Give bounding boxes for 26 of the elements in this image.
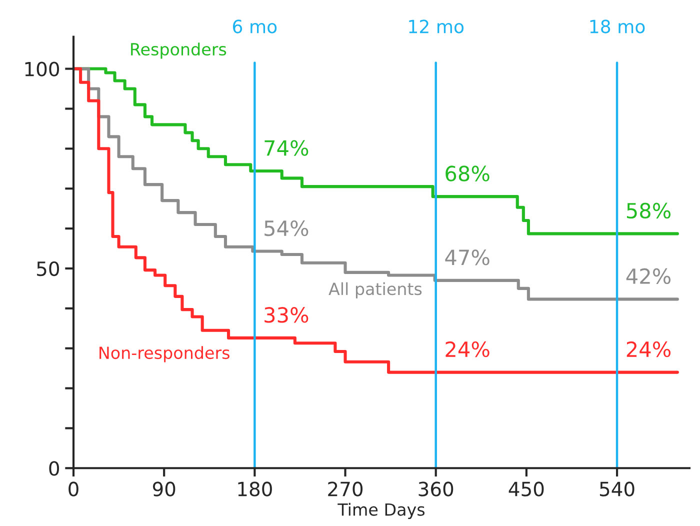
annotation: 74% xyxy=(264,140,308,156)
series-label: Responders xyxy=(131,42,226,59)
x-tick-label: 450 xyxy=(508,482,544,496)
annotation: 47% xyxy=(445,250,490,266)
annotation: 42% xyxy=(626,268,671,284)
x-axis-title: Time Days xyxy=(338,502,425,520)
x-tick-label: 270 xyxy=(328,482,363,496)
x-tick-label: 90 xyxy=(152,482,176,496)
x-tick-label: 0 xyxy=(68,482,78,496)
ref-line-label: 12 mo xyxy=(409,20,464,34)
annotation: 24% xyxy=(446,341,490,358)
x-tick-label: 540 xyxy=(600,482,634,496)
x-tick-label: 180 xyxy=(238,482,272,496)
annotation: 24% xyxy=(626,341,671,358)
ref-line-label: 6 mo xyxy=(233,20,277,34)
annotation: 33% xyxy=(264,307,308,323)
series-label: Non-responders xyxy=(100,346,230,362)
series-label: All patients xyxy=(328,282,422,298)
y-tick-label: 0 xyxy=(49,461,60,476)
annotation: 68% xyxy=(446,166,490,182)
annotation: 58% xyxy=(626,202,671,219)
x-tick-label: 360 xyxy=(418,482,454,496)
annotation: 54% xyxy=(264,220,308,236)
ref-line-label: 18 mo xyxy=(590,20,645,34)
y-tick-label: 50 xyxy=(37,261,60,276)
y-tick-label: 100 xyxy=(25,62,60,76)
